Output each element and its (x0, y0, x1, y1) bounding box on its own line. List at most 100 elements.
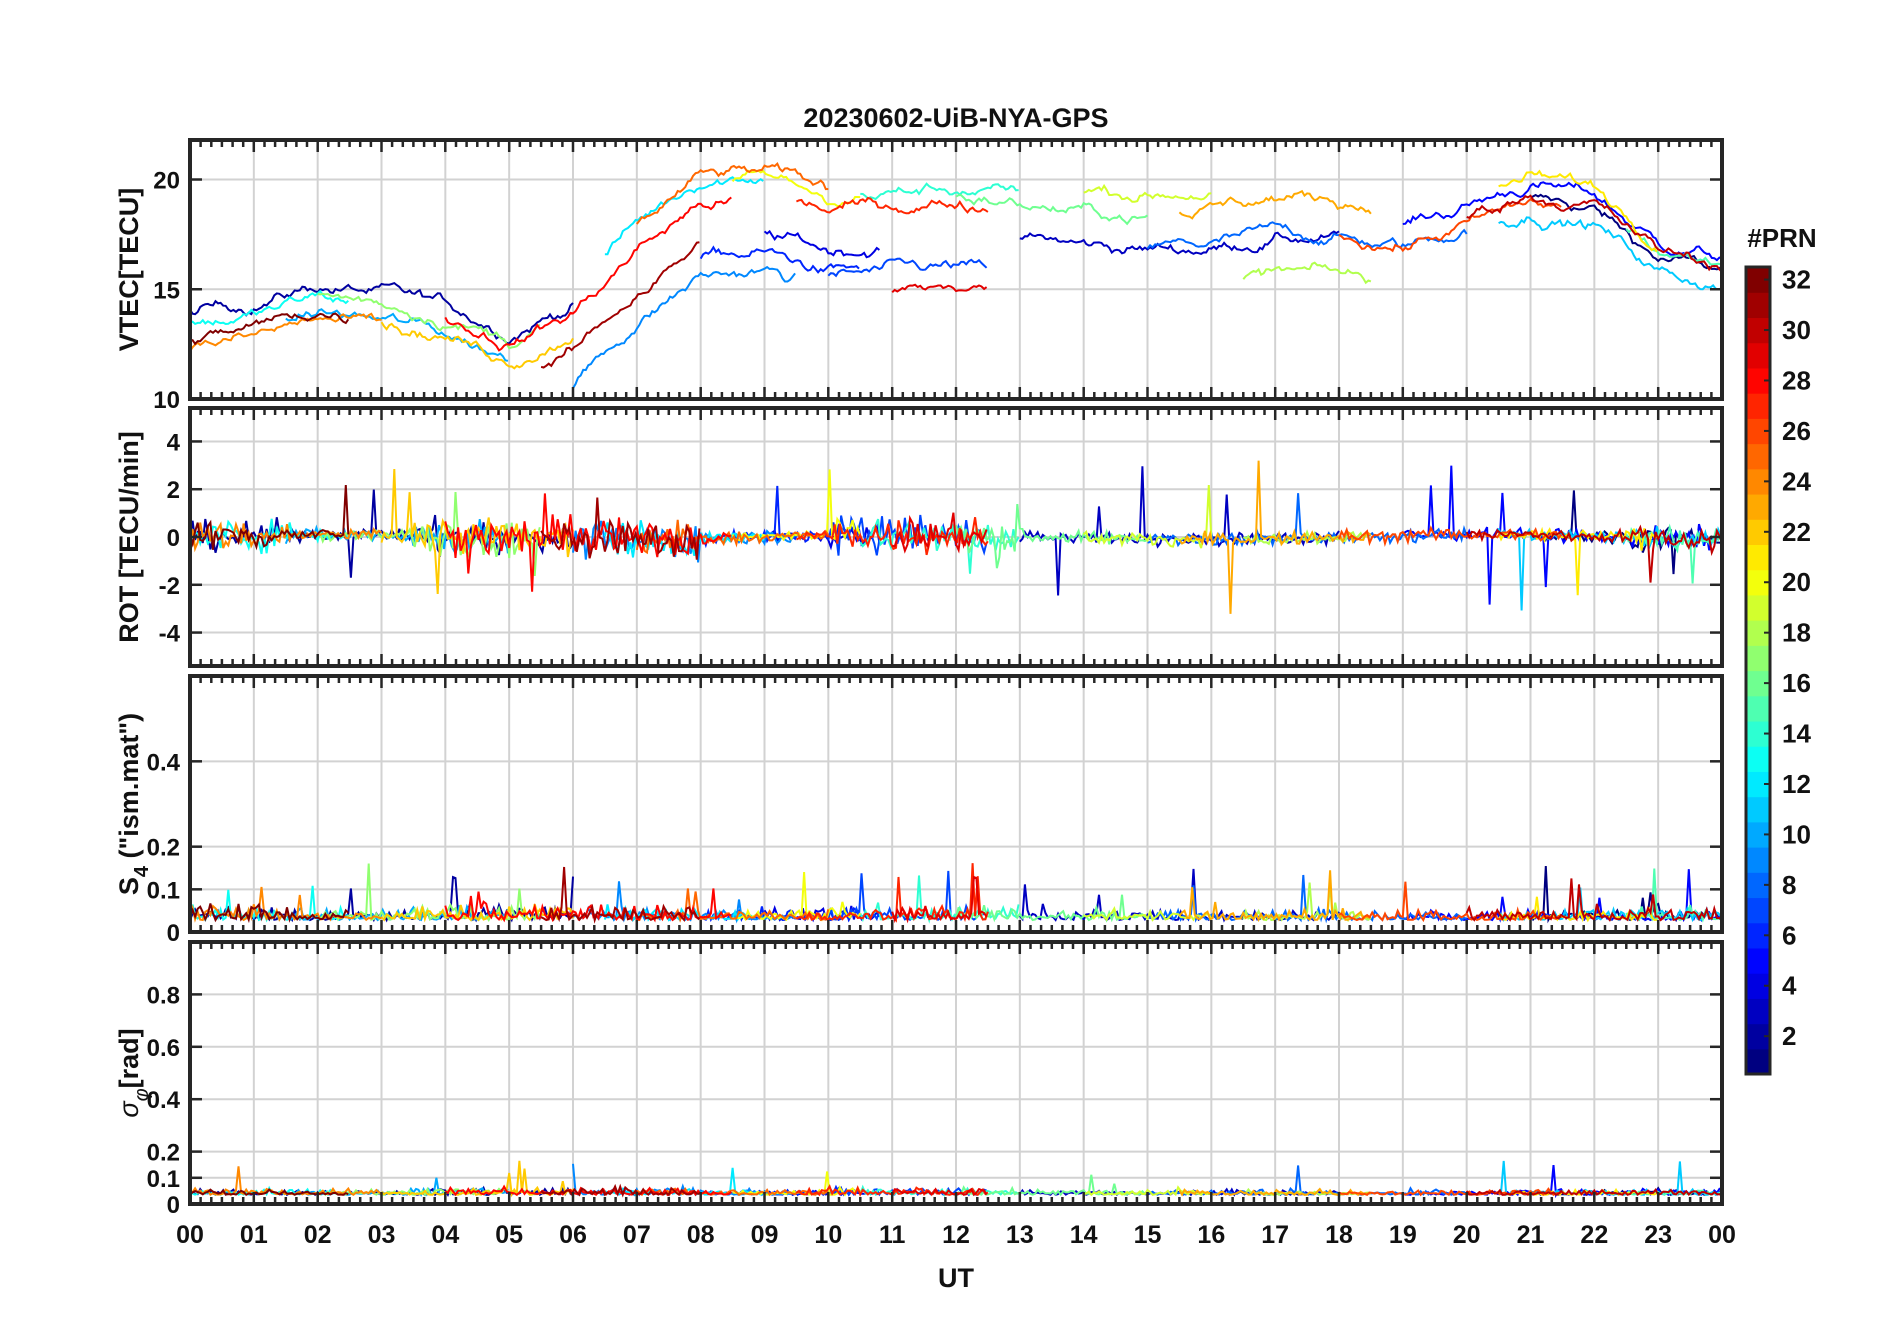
series-line-prn-32 (190, 312, 350, 346)
series-line-prn-8 (1147, 493, 1468, 548)
colorbar-tick-label: 28 (1782, 365, 1811, 395)
x-tick-label: 17 (1261, 1221, 1289, 1249)
colorbar-swatch (1746, 544, 1770, 571)
series-line-prn-19 (1083, 183, 1212, 203)
series-line-prn-16 (955, 194, 1149, 226)
panel-rot-series (190, 460, 1722, 614)
y-tick-label: 2 (167, 477, 180, 504)
colorbar-frame (1744, 265, 1772, 1076)
colorbar-tick-label: 20 (1782, 567, 1811, 597)
y-tick-label: 0 (167, 1192, 180, 1219)
x-tick-label: 15 (1134, 1221, 1162, 1249)
series-line-prn-4 (763, 229, 880, 259)
series-line-prn-24 (190, 312, 382, 352)
colorbar-tick-label: 22 (1782, 517, 1811, 547)
colorbar-swatch (1746, 695, 1770, 722)
series-line-prn-20 (732, 872, 862, 922)
y-axis-label-sigma: σφ[rad] (114, 1028, 153, 1117)
series-line-prn-3 (1019, 230, 1340, 255)
series-line-prn-23 (1178, 189, 1372, 220)
y-axis-label-rot: ROT [TECU/min] (114, 431, 144, 642)
y-tick-label: 0.8 (147, 982, 180, 1009)
series-line-prn-23 (1178, 870, 1372, 923)
series-line-prn-26 (1338, 525, 1562, 547)
panel-sigma-axes: 00.10.2 0.4 0.6 0.8 σφ[rad] (114, 940, 1724, 1219)
panel-s4-axes: 0 0.1 0.2 0.4S4 ("ism.mat") (114, 674, 1724, 947)
x-tick-label: 09 (751, 1221, 779, 1249)
x-tick-label: 06 (559, 1221, 587, 1249)
colorbar-swatch (1746, 393, 1770, 419)
series-line-prn-26 (1338, 197, 1562, 253)
x-tick-label: 00 (1708, 1221, 1736, 1249)
series-line-prn-30 (1465, 524, 1722, 583)
x-tick-label: 12 (942, 1221, 970, 1249)
colorbar-swatch (1746, 292, 1770, 319)
series-line-prn-9 (572, 265, 796, 389)
series-line-prn-5 (1402, 465, 1722, 605)
colorbar-tick-label: 14 (1782, 719, 1811, 749)
x-ticks (188, 942, 1724, 1204)
colorbar-tick-label: 6 (1782, 920, 1796, 950)
x-tick-label: 07 (623, 1221, 651, 1249)
series-line-prn-2 (190, 281, 574, 345)
x-tick-label: 16 (1197, 1221, 1225, 1249)
colorbar-tick-label: 10 (1782, 819, 1811, 849)
series-line-prn-5 (1402, 181, 1722, 262)
colorbar-swatch (1746, 796, 1770, 823)
y-axis-label-s4: S4 ("ism.mat") (114, 713, 153, 895)
panel-rot-axes: -4 -2 0 2 4 ROT [TECU/min] (114, 406, 1724, 668)
series-line-prn-21 (1498, 169, 1658, 253)
y-axis-label-vtec: VTEC[TECU] (114, 188, 144, 352)
panel-vtec-grid (190, 140, 1722, 400)
series-line-prn-31 (540, 497, 701, 560)
series-line-prn-18 (1242, 261, 1372, 285)
y-tick-label: 0.1 (147, 1166, 180, 1193)
x-tick-label: 23 (1644, 1221, 1672, 1249)
colorbar-tick-label: 2 (1782, 1021, 1796, 1051)
series-line-prn-12 (604, 176, 764, 256)
series-line-prn-10 (285, 308, 509, 362)
colorbar-swatch (1746, 594, 1770, 621)
series-line-prn-30 (1465, 1188, 1722, 1196)
series-line-prn-28 (444, 888, 732, 923)
x-tick-label: 20 (1453, 1221, 1481, 1249)
series-line-prn-32 (190, 484, 350, 551)
x-tick-label: 05 (495, 1221, 523, 1249)
series-line-prn-14 (860, 182, 1019, 201)
x-axis-label: UT (938, 1263, 974, 1293)
x-ticks (188, 408, 1724, 666)
series-line-prn-16 (955, 894, 1148, 923)
x-tick-label: 00 (176, 1221, 204, 1249)
series-line-prn-26 (1338, 881, 1562, 923)
series-line-prn-27 (795, 196, 989, 215)
series-line-prn-32 (190, 902, 349, 924)
series-line-prn-24 (190, 1166, 383, 1197)
y-tick-label: 0.6 (147, 1035, 180, 1062)
colorbar-tick-label: 12 (1782, 769, 1811, 799)
colorbar-tick-label: 30 (1782, 315, 1811, 345)
x-tick-label: 13 (1006, 1221, 1034, 1249)
colorbar-swatch (1746, 342, 1770, 369)
y-tick-label: 0 (167, 920, 180, 947)
colorbar-swatch (1746, 897, 1770, 924)
panel-s4-grid (190, 676, 1722, 933)
series-line-prn-31 (540, 1183, 700, 1198)
y-tick-label: 15 (153, 277, 180, 304)
series-line-prn-25 (636, 162, 829, 225)
y-tick-label: 0.1 (147, 877, 180, 904)
series-line-prn-7 (827, 257, 988, 278)
x-tick-label: 14 (1070, 1221, 1098, 1249)
series-line-prn-29 (891, 512, 988, 554)
y-tick-label: 0.2 (147, 835, 180, 862)
series-line-prn-28 (444, 196, 732, 352)
series-line-prn-11 (1498, 216, 1722, 291)
series-line-prn-8 (1146, 221, 1468, 250)
x-tick-label: 03 (368, 1221, 396, 1249)
series-line-prn-17 (317, 492, 541, 576)
y-tick-label: 0.4 (147, 1087, 181, 1114)
x-tick-label: 22 (1580, 1221, 1608, 1249)
series-line-prn-29 (891, 283, 988, 293)
series-line-prn-31 (540, 241, 700, 369)
y-tick-label: -2 (159, 573, 180, 600)
